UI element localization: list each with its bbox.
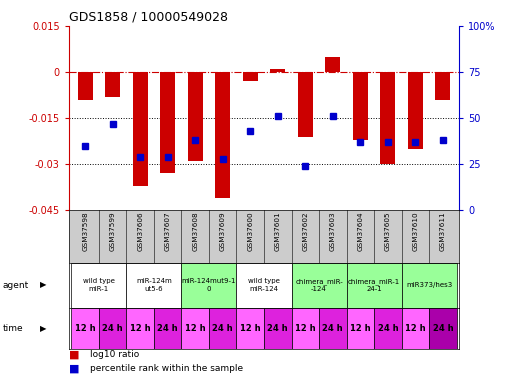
Text: GSM37606: GSM37606 <box>137 211 143 251</box>
Bar <box>298 72 313 136</box>
Bar <box>126 262 182 308</box>
Text: GDS1858 / 10000549028: GDS1858 / 10000549028 <box>69 11 228 24</box>
Bar <box>99 308 126 349</box>
Bar <box>182 262 237 308</box>
Text: GSM37601: GSM37601 <box>275 211 281 251</box>
Text: 12 h: 12 h <box>185 324 205 333</box>
Text: 24 h: 24 h <box>323 324 343 333</box>
Bar <box>182 308 209 349</box>
Bar <box>71 262 126 308</box>
Text: GSM37609: GSM37609 <box>220 211 226 251</box>
Text: chimera_miR-
-124: chimera_miR- -124 <box>295 278 343 292</box>
Text: GSM37599: GSM37599 <box>110 211 116 251</box>
Text: miR373/hes3: miR373/hes3 <box>406 282 452 288</box>
Text: ■: ■ <box>69 363 79 373</box>
Text: GSM37605: GSM37605 <box>385 211 391 251</box>
Bar <box>154 308 182 349</box>
Bar <box>264 308 291 349</box>
Bar <box>435 72 450 100</box>
Text: GSM37604: GSM37604 <box>357 211 363 251</box>
Text: 24 h: 24 h <box>212 324 233 333</box>
Text: ▶: ▶ <box>40 280 46 290</box>
Bar <box>346 262 402 308</box>
Bar <box>243 72 258 81</box>
Text: chimera_miR-1
24-1: chimera_miR-1 24-1 <box>348 278 400 292</box>
Bar <box>291 308 319 349</box>
Text: 24 h: 24 h <box>102 324 123 333</box>
Text: GSM37603: GSM37603 <box>330 211 336 251</box>
Bar <box>353 72 368 140</box>
Bar <box>209 308 237 349</box>
Bar <box>429 308 457 349</box>
Bar <box>346 308 374 349</box>
Bar <box>319 308 346 349</box>
Bar <box>380 72 395 164</box>
Text: GSM37602: GSM37602 <box>302 211 308 251</box>
Bar <box>126 308 154 349</box>
Bar <box>291 262 346 308</box>
Text: GSM37598: GSM37598 <box>82 211 88 251</box>
Text: 12 h: 12 h <box>130 324 150 333</box>
Text: miR-124mut9-1
0: miR-124mut9-1 0 <box>182 278 236 292</box>
Bar <box>374 308 402 349</box>
Text: 12 h: 12 h <box>240 324 260 333</box>
Text: GSM37611: GSM37611 <box>440 211 446 251</box>
Text: percentile rank within the sample: percentile rank within the sample <box>90 364 243 373</box>
Bar <box>237 308 264 349</box>
Text: 24 h: 24 h <box>157 324 178 333</box>
Bar <box>133 72 148 186</box>
Text: ▶: ▶ <box>40 324 46 333</box>
Bar <box>237 262 291 308</box>
Text: miR-124m
ut5-6: miR-124m ut5-6 <box>136 278 172 292</box>
Text: GSM37608: GSM37608 <box>192 211 198 251</box>
Text: wild type
miR-124: wild type miR-124 <box>248 278 280 292</box>
Text: 24 h: 24 h <box>432 324 453 333</box>
Text: 24 h: 24 h <box>378 324 398 333</box>
Bar <box>71 308 99 349</box>
Text: 12 h: 12 h <box>75 324 96 333</box>
Text: ■: ■ <box>69 350 79 359</box>
Bar <box>270 69 285 72</box>
Bar <box>105 72 120 97</box>
Text: GSM37600: GSM37600 <box>247 211 253 251</box>
Text: log10 ratio: log10 ratio <box>90 350 139 359</box>
Bar <box>408 72 423 149</box>
Text: GSM37607: GSM37607 <box>165 211 171 251</box>
Text: wild type
miR-1: wild type miR-1 <box>83 278 115 292</box>
Bar <box>215 72 230 198</box>
Bar <box>402 262 457 308</box>
Bar <box>78 72 93 100</box>
Bar <box>160 72 175 173</box>
Bar <box>325 57 341 72</box>
Text: 12 h: 12 h <box>295 324 316 333</box>
Text: 12 h: 12 h <box>405 324 426 333</box>
Text: GSM37610: GSM37610 <box>412 211 418 251</box>
Text: time: time <box>3 324 23 333</box>
Text: 24 h: 24 h <box>268 324 288 333</box>
Bar <box>402 308 429 349</box>
Text: 12 h: 12 h <box>350 324 371 333</box>
Text: agent: agent <box>3 280 29 290</box>
Bar <box>187 72 203 161</box>
